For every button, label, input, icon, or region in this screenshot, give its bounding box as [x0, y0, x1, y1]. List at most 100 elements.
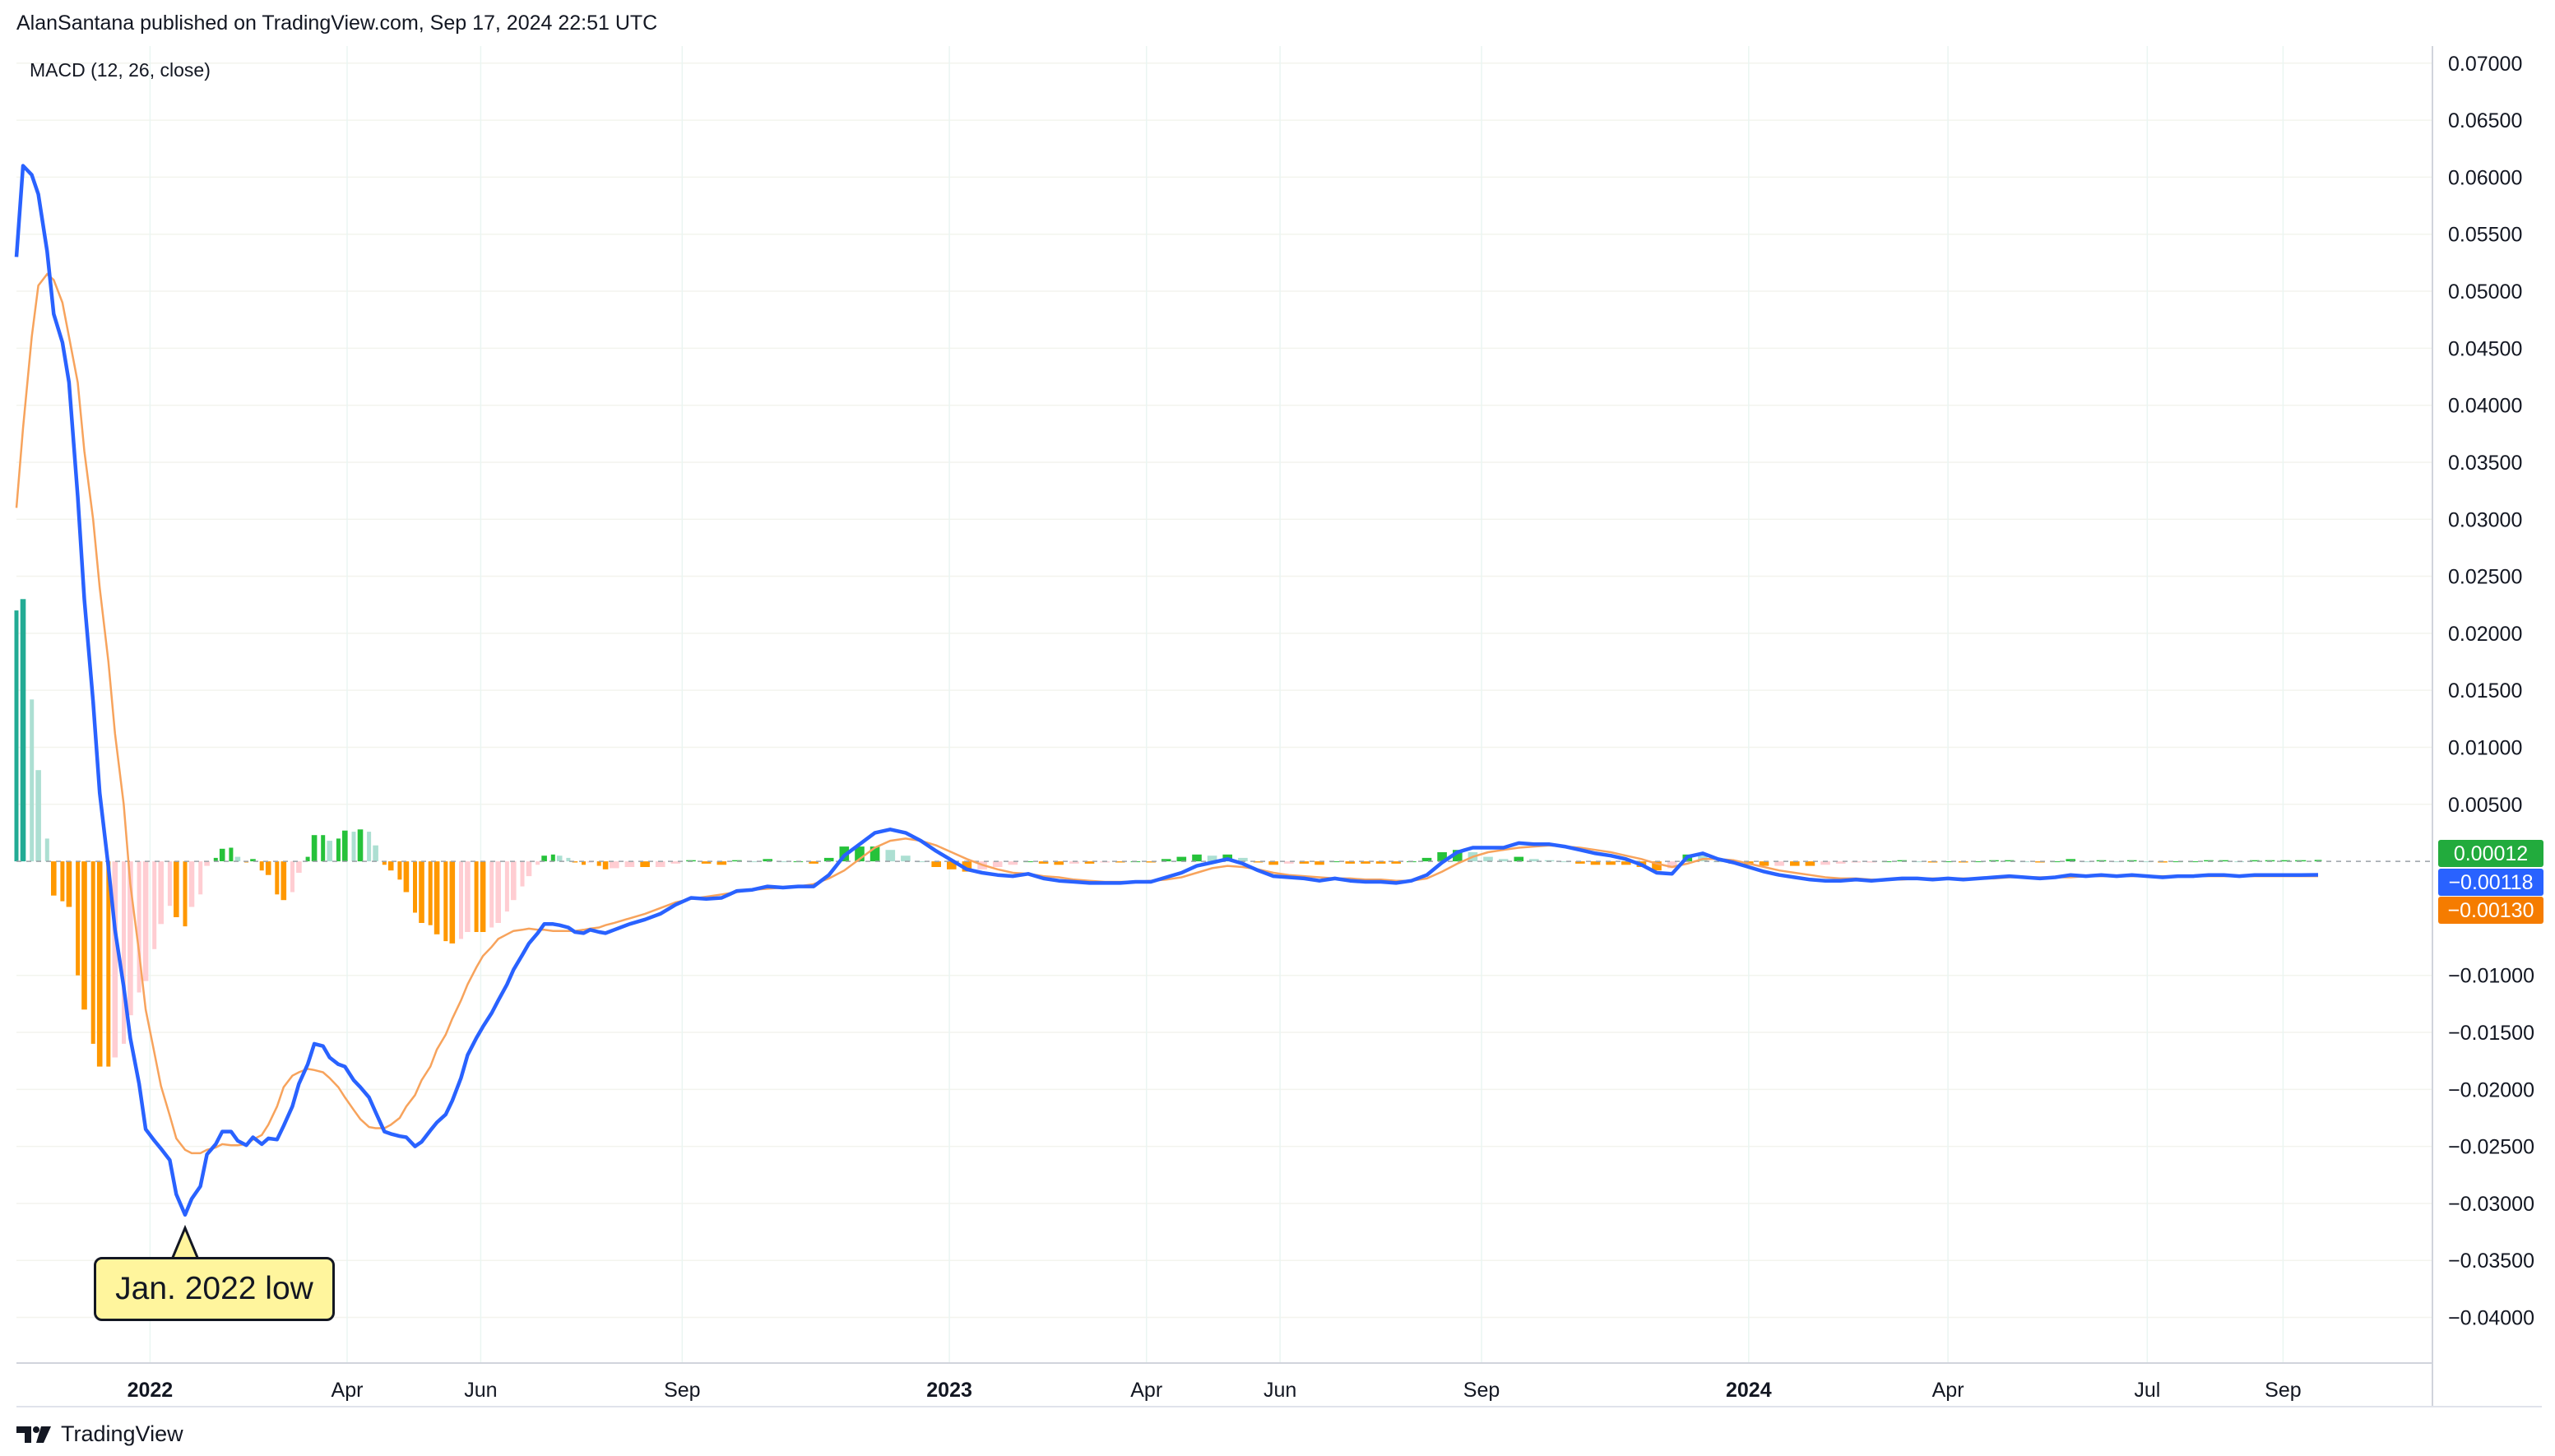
- histogram-bar: [35, 770, 41, 862]
- histogram-bar: [1391, 861, 1401, 864]
- price-tick-label: −0.02500: [2448, 1136, 2534, 1159]
- histogram-bar: [234, 856, 241, 862]
- histogram-bar: [962, 861, 972, 872]
- histogram-bar: [174, 861, 179, 917]
- time-scale[interactable]: 2022 Apr Jun Sep 2023 Apr Jun Sep 2024 Apr Jul Sep: [128, 1379, 2302, 1402]
- histogram-bar: [387, 861, 394, 871]
- histogram-bar: [716, 861, 727, 865]
- price-label-badge: 0.00012: [2438, 840, 2543, 867]
- histogram-bar: [259, 861, 264, 871]
- histogram-bar: [296, 861, 302, 873]
- callout-pointer: [169, 1224, 201, 1261]
- price-tick-label: 0.03500: [2448, 452, 2522, 475]
- annotation-callout[interactable]: Jan. 2022 low: [94, 1257, 335, 1321]
- grid-lines: [16, 46, 2432, 1363]
- histogram-bar: [1161, 859, 1171, 862]
- tradingview-brand[interactable]: TradingView: [16, 1421, 183, 1447]
- price-tick-label: −0.02000: [2448, 1078, 2534, 1101]
- histogram-bar: [1361, 861, 1370, 864]
- price-labels: 0.00012 −0.00118 −0.00130: [2438, 840, 2543, 924]
- histogram-bar: [1421, 857, 1432, 862]
- time-tick-label: 2022: [128, 1379, 174, 1402]
- published-by-text: AlanSantana published on TradingView.com…: [16, 12, 658, 35]
- histogram-bar: [1207, 856, 1217, 862]
- histogram-bar: [465, 861, 471, 932]
- histogram-bar: [281, 861, 287, 901]
- histogram-bar: [1943, 861, 1953, 863]
- annotation-text: Jan. 2022 low: [115, 1271, 313, 1306]
- histogram-bar: [1820, 861, 1830, 865]
- price-tick-label: −0.03500: [2448, 1250, 2534, 1273]
- histogram-bar: [265, 861, 271, 875]
- histogram-bar: [250, 859, 256, 862]
- histogram-bar: [1866, 861, 1876, 863]
- histogram-bar: [449, 861, 456, 944]
- price-tick-label: −0.01500: [2448, 1022, 2534, 1045]
- histogram-bar: [1759, 861, 1769, 866]
- histogram-bar: [1652, 861, 1662, 871]
- histogram-bar: [869, 846, 880, 862]
- histogram-bar: [1253, 861, 1264, 863]
- histogram-bar: [2004, 860, 2015, 862]
- macd-histogram: [14, 599, 2322, 1067]
- price-tick-label: −0.03000: [2448, 1193, 2534, 1216]
- histogram-bar: [373, 845, 378, 862]
- histogram-bar: [1498, 859, 1509, 862]
- histogram-bar: [219, 848, 225, 861]
- histogram-bar: [106, 861, 111, 1067]
- indicator-label[interactable]: MACD (12, 26, close): [30, 59, 211, 81]
- histogram-bar: [701, 861, 712, 864]
- histogram-bar: [152, 861, 157, 949]
- histogram-bar: [602, 861, 609, 869]
- histogram-bar: [2280, 860, 2290, 862]
- signal-line: [15, 272, 2318, 1155]
- histogram-bar: [480, 861, 486, 932]
- histogram-bar: [520, 861, 525, 887]
- histogram-bar: [1238, 857, 1248, 862]
- price-label-value: −0.00118: [2448, 871, 2533, 894]
- histogram-bar: [823, 857, 834, 862]
- histogram-bar: [112, 861, 118, 1058]
- price-scale[interactable]: 0.07000 0.06500 0.06000 0.05500 0.05000 0.045…: [2448, 53, 2534, 1330]
- histogram-bar: [60, 861, 65, 902]
- histogram-bar: [624, 861, 635, 867]
- histogram-bar: [51, 861, 57, 896]
- histogram-bar: [1805, 861, 1815, 866]
- histogram-bar: [1529, 859, 1539, 862]
- price-tick-label: −0.04000: [2448, 1307, 2534, 1330]
- histogram-bar: [1483, 856, 1493, 862]
- histogram-bar: [382, 861, 387, 865]
- histogram-bar: [855, 846, 865, 862]
- price-label-value: 0.00012: [2454, 842, 2528, 865]
- histogram-bar: [2066, 859, 2075, 862]
- histogram-bar: [504, 861, 509, 912]
- histogram-bar: [572, 861, 578, 863]
- histogram-bar: [1115, 861, 1125, 863]
- histogram-bar: [2112, 861, 2121, 863]
- histogram-bar: [229, 847, 234, 862]
- histogram-bar: [2142, 861, 2153, 863]
- macd-line[interactable]: [14, 164, 2319, 1217]
- histogram-bar: [14, 610, 19, 862]
- histogram-bar: [1299, 861, 1310, 864]
- histogram-bar: [321, 835, 326, 862]
- price-tick-label: 0.06000: [2448, 166, 2522, 189]
- histogram-bar: [96, 861, 103, 1067]
- histogram-bar: [1913, 861, 1922, 863]
- histogram-bar: [541, 856, 547, 862]
- histogram-bar: [732, 860, 742, 862]
- histogram-bar: [1590, 861, 1601, 865]
- histogram-bar: [275, 861, 280, 895]
- histogram-bar: [992, 861, 1003, 867]
- histogram-bar: [44, 838, 49, 862]
- histogram-bar: [434, 861, 440, 934]
- histogram-bar: [2050, 861, 2061, 863]
- histogram-bar: [1038, 861, 1049, 864]
- histogram-bar: [1176, 856, 1187, 862]
- histogram-bar: [1329, 861, 1340, 863]
- histogram-bar: [342, 830, 348, 862]
- histogram-bar: [30, 699, 35, 862]
- histogram-bar: [1560, 861, 1570, 863]
- histogram-bar: [2081, 861, 2091, 863]
